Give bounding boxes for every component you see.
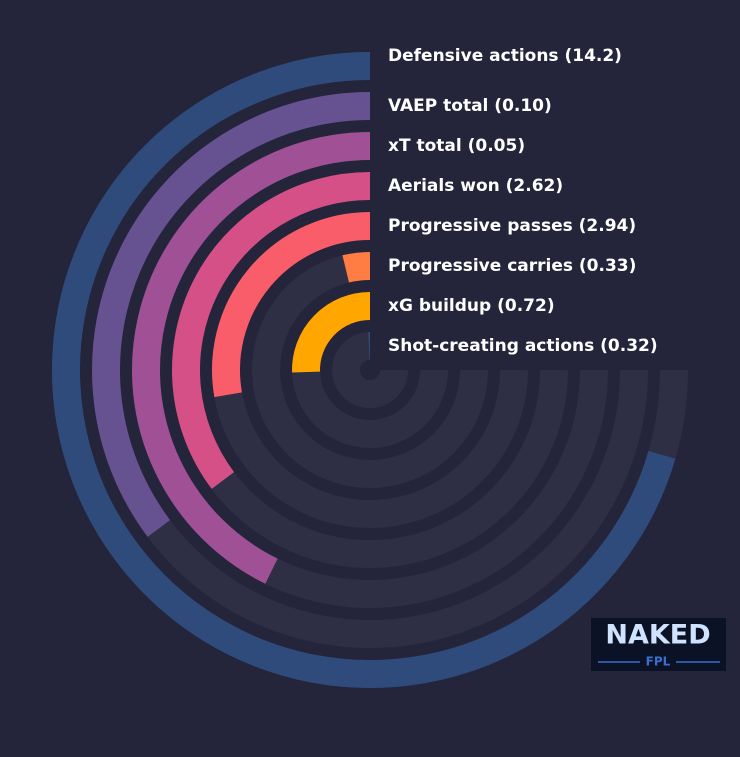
plot: Defensive actions (14.2) VAEP total (0.10…	[52, 46, 688, 688]
bar	[132, 132, 371, 584]
bar-label: Progressive passes (2.94)	[388, 216, 636, 236]
bar-label: Defensive actions (14.2)	[388, 46, 622, 66]
bar	[342, 252, 371, 283]
bar-label: xT total (0.05)	[388, 136, 525, 156]
logo-title: NAKED	[605, 620, 710, 651]
bar-label: xG buildup (0.72)	[388, 296, 555, 316]
logo-subtitle: FPL	[646, 655, 671, 669]
track	[252, 252, 488, 488]
bar-label: Shot-creating actions (0.32)	[388, 336, 658, 356]
bar	[212, 212, 371, 398]
bar	[292, 292, 371, 373]
logo: NAKED FPL	[591, 618, 726, 671]
track	[332, 332, 408, 408]
bar	[52, 52, 676, 688]
bar-label: Progressive carries (0.33)	[388, 256, 636, 276]
bar	[172, 172, 371, 489]
bar-label: VAEP total (0.10)	[388, 96, 552, 116]
bar-label: Aerials won (2.62)	[388, 176, 563, 196]
bar	[92, 92, 371, 537]
